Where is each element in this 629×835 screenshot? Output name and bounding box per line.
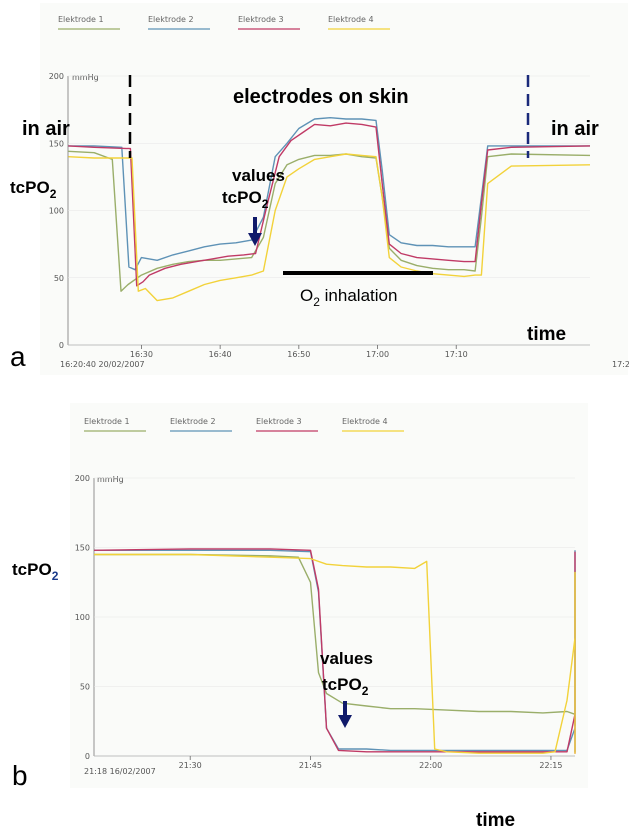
y-tick-label-100-b: 100: [75, 613, 90, 622]
y-tick-label-50-b: 50: [80, 683, 90, 692]
y-tick-label-150-b: 150: [75, 544, 90, 553]
x-tick-label-2215-b: 22:15: [539, 761, 562, 770]
y-ticks-b: 0 50 100 150 200: [75, 474, 575, 761]
y-tick-label-50-a: 50: [54, 274, 64, 283]
y-tick-label-0-b: 0: [85, 752, 90, 761]
panel-label-b: b: [12, 760, 28, 791]
legend-a: Elektrode 1 Elektrode 2 Elektrode 3 Elektro…: [58, 15, 390, 30]
unit-label-b: mmHg: [97, 475, 124, 484]
x-tick-label-1710-a: 17:10: [445, 350, 468, 359]
unit-label-a: mmHg: [72, 73, 99, 82]
legend-label-2-b: Elektrode 2: [170, 417, 216, 426]
end-time-label-a: 17:2: [612, 360, 629, 369]
series-line-elektrode-2-a: [68, 117, 590, 271]
in-air-label-right: in air: [551, 118, 599, 140]
start-time-label-a: 16:20:40 20/02/2007: [60, 360, 145, 369]
x-ticks-a: 16:30 16:40 16:50 17:00 17:10: [130, 345, 468, 359]
x-tick-label-1650-a: 16:50: [287, 350, 310, 359]
panel-label-a: a: [10, 341, 26, 372]
legend-label-3-a: Elektrode 3: [238, 15, 284, 24]
y-tick-label-150-a: 150: [49, 139, 64, 148]
x-tick-label-2200-b: 22:00: [419, 761, 442, 770]
chart-panel-a: Elektrode 1 Elektrode 2 Elektrode 3 Elektro…: [10, 3, 629, 375]
y-ticks-a: 0 50 100 150 200: [49, 72, 590, 350]
series-group-a: [68, 117, 591, 302]
legend-label-1-b: Elektrode 1: [84, 417, 130, 426]
panel-b-scan-background: [70, 403, 588, 788]
x-tick-label-2130-b: 21:30: [179, 761, 202, 770]
o2-inhalation-label: O2 inhalation: [300, 286, 397, 309]
electrodes-on-skin-label: electrodes on skin: [233, 86, 409, 108]
legend-b: Elektrode 1 Elektrode 2 Elektrode 3 Elektro…: [84, 417, 404, 432]
series-line-elektrode-1-a: [68, 150, 591, 292]
series-line-elektrode-4-a: [68, 153, 591, 302]
y-tick-label-0-a: 0: [59, 341, 64, 350]
y-tick-label-100-a: 100: [49, 207, 64, 216]
chart-panel-b: Elektrode 1 Elektrode 2 Elektrode 3 Elektro…: [12, 403, 588, 831]
x-axis-title-a: time: [527, 324, 566, 345]
legend-label-1-a: Elektrode 1: [58, 15, 104, 24]
x-tick-label-1630-a: 16:30: [130, 350, 153, 359]
values-annotation-line2-a: tcPO2: [222, 188, 269, 211]
x-tick-label-1640-a: 16:40: [209, 350, 232, 359]
x-ticks-b: 21:30 21:45 22:00 22:15: [179, 756, 562, 770]
y-axis-title-a: tcPO2: [10, 178, 57, 201]
series-line-elektrode-4-b: [94, 553, 576, 754]
legend-label-4-a: Elektrode 4: [328, 15, 374, 24]
values-annotation-line1-a: values: [232, 166, 285, 185]
y-tick-label-200-a: 200: [49, 72, 64, 81]
legend-label-2-a: Elektrode 2: [148, 15, 194, 24]
series-line-elektrode-3-a: [68, 122, 591, 287]
x-axis-title-b: time: [476, 810, 515, 831]
values-annotation-line2-b: tcPO2: [322, 675, 369, 698]
x-tick-label-2145-b: 21:45: [299, 761, 322, 770]
legend-label-4-b: Elektrode 4: [342, 417, 388, 426]
values-annotation-line1-b: values: [320, 649, 373, 668]
y-tick-label-200-b: 200: [75, 474, 90, 483]
panel-a-scan-background: [40, 3, 628, 375]
series-group-b: [93, 548, 576, 754]
start-time-label-b: 21:18 16/02/2007: [84, 767, 156, 776]
arrow-down-icon-b: [338, 701, 352, 728]
in-air-label-left: in air: [22, 118, 70, 140]
arrow-down-icon-a: [248, 217, 262, 246]
legend-label-3-b: Elektrode 3: [256, 417, 302, 426]
y-axis-title-b: tcPO2: [12, 560, 59, 583]
x-tick-label-1700-a: 17:00: [366, 350, 389, 359]
